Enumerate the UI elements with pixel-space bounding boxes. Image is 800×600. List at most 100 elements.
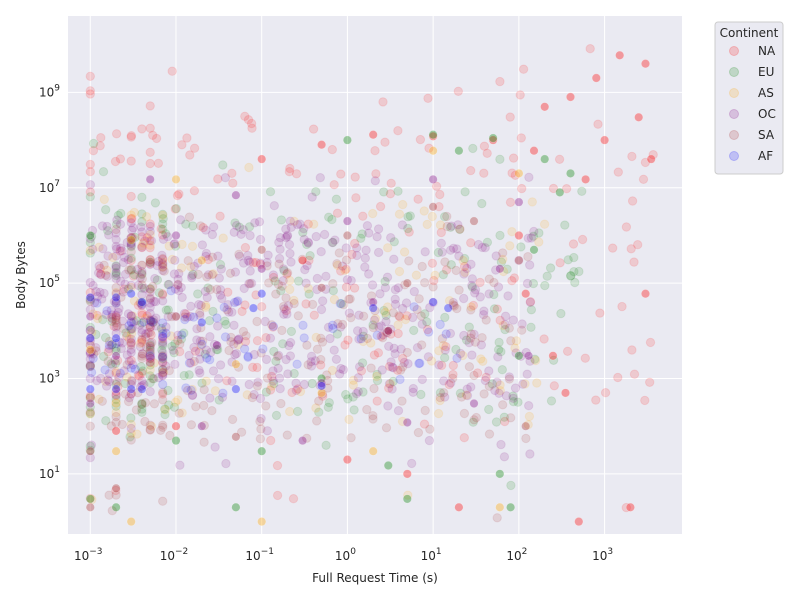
cloud-point xyxy=(466,305,476,315)
cloud-point xyxy=(477,333,487,343)
cloud-point xyxy=(323,383,333,393)
cloud-point xyxy=(369,315,380,325)
cloud-point xyxy=(293,384,303,394)
cloud-point xyxy=(88,353,98,364)
cloud-point xyxy=(234,222,245,232)
cloud-point xyxy=(220,316,230,326)
cloud-point xyxy=(137,298,147,309)
cloud-point xyxy=(111,244,122,254)
cloud-point xyxy=(283,369,293,379)
cloud-point xyxy=(145,284,155,294)
cloud-point xyxy=(124,265,134,275)
cloud-point xyxy=(328,237,338,248)
cloud-point xyxy=(137,335,147,345)
cloud-point xyxy=(595,308,605,318)
cloud-point xyxy=(140,398,151,408)
cloud-point xyxy=(132,429,142,439)
cloud-point xyxy=(282,430,292,440)
cloud-point xyxy=(481,372,491,382)
cloud-point xyxy=(207,229,218,240)
cloud-point xyxy=(119,252,130,262)
cloud-point xyxy=(560,220,570,230)
cloud-point xyxy=(111,310,121,320)
cloud-point xyxy=(265,333,276,343)
point-AS-6 xyxy=(317,388,327,398)
cloud-point xyxy=(309,219,319,229)
cloud-point xyxy=(340,265,350,275)
cloud-point xyxy=(129,317,139,327)
cloud-point xyxy=(300,265,310,275)
cloud-point xyxy=(158,326,168,336)
cloud-point xyxy=(195,308,205,318)
cloud-point xyxy=(91,346,101,356)
cloud-point xyxy=(441,342,451,352)
cloud-point xyxy=(479,168,489,178)
cloud-point xyxy=(254,217,265,227)
cloud-point xyxy=(273,363,283,373)
cloud-point xyxy=(145,341,155,351)
cloud-point xyxy=(101,381,112,391)
cloud-point xyxy=(366,363,376,373)
cloud-point xyxy=(524,411,535,422)
cloud-point xyxy=(137,407,147,417)
point-AF-10 xyxy=(231,384,241,394)
cloud-point xyxy=(496,257,507,267)
cloud-point xyxy=(478,310,489,320)
cloud-point xyxy=(466,382,476,392)
cloud-point xyxy=(132,264,143,275)
cloud-point xyxy=(364,269,374,279)
point-EU-0 xyxy=(85,231,95,241)
cloud-point xyxy=(288,494,299,504)
cloud-point xyxy=(199,437,209,447)
cloud-point xyxy=(525,297,535,307)
cloud-point xyxy=(96,270,106,280)
cloud-point xyxy=(446,260,456,270)
cloud-point xyxy=(91,286,101,297)
cloud-point xyxy=(506,413,516,423)
cloud-point xyxy=(358,311,369,321)
cloud-point xyxy=(170,339,180,349)
cloud-point xyxy=(145,357,155,367)
cloud-point xyxy=(222,305,232,315)
cloud-point xyxy=(232,297,242,307)
point-OC-14 xyxy=(197,421,207,431)
cloud-point xyxy=(370,313,381,324)
cloud-point xyxy=(511,336,522,346)
cloud-point xyxy=(252,381,263,391)
cloud-point xyxy=(285,351,296,361)
point-OC-19 xyxy=(231,190,241,200)
cloud-point xyxy=(207,252,218,262)
cloud-point xyxy=(213,321,223,331)
cloud-point xyxy=(202,292,212,303)
cloud-point xyxy=(253,377,263,387)
cloud-point xyxy=(329,180,339,190)
cloud-point xyxy=(85,295,96,305)
cloud-point xyxy=(124,321,134,331)
cloud-point xyxy=(629,369,640,379)
cloud-point xyxy=(321,271,331,281)
cloud-point xyxy=(85,340,96,350)
cloud-point xyxy=(358,336,368,347)
cloud-point xyxy=(303,283,313,294)
point-SA-8 xyxy=(469,216,479,226)
cloud-point xyxy=(145,259,155,270)
cloud-point xyxy=(528,278,539,289)
cloud-point xyxy=(107,339,118,350)
cloud-point xyxy=(461,390,472,400)
cloud-point xyxy=(146,236,157,246)
cloud-point xyxy=(412,304,422,315)
cloud-point xyxy=(85,187,96,197)
cloud-point xyxy=(301,278,311,288)
cloud-point xyxy=(243,115,254,125)
cloud-point xyxy=(152,261,162,271)
cloud-point xyxy=(159,266,169,276)
cloud-point xyxy=(139,283,150,294)
cloud-point xyxy=(516,351,526,361)
cloud-point xyxy=(245,257,255,267)
cloud-point xyxy=(453,86,463,97)
cloud-point xyxy=(393,126,403,136)
cloud-point xyxy=(471,412,481,423)
cloud-point xyxy=(516,133,526,143)
cloud-point xyxy=(91,343,101,353)
